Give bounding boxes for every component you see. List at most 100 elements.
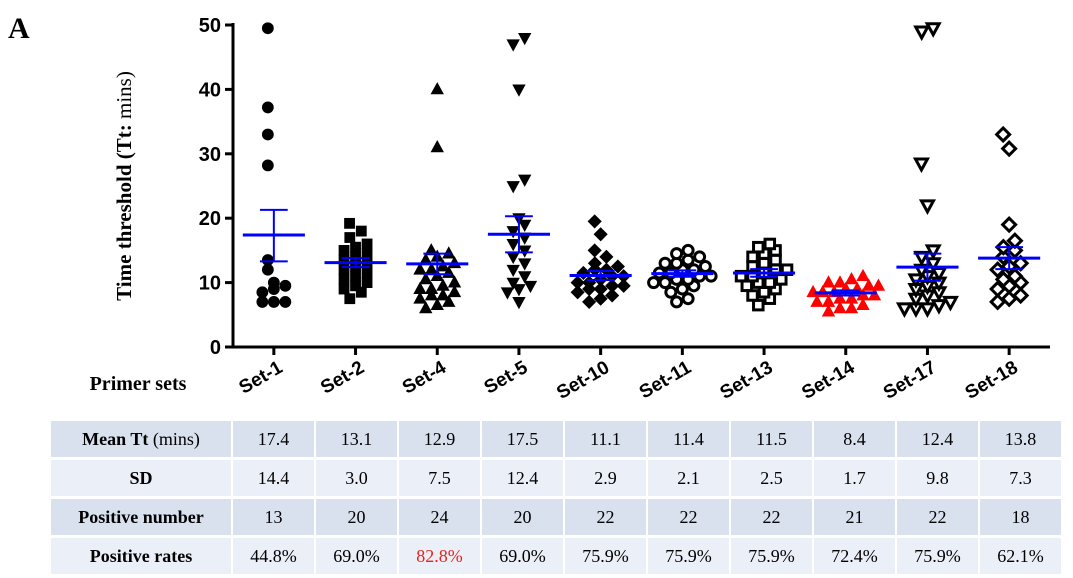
table-cell: 7.3 <box>979 458 1063 499</box>
table-cell: 2.1 <box>647 458 731 499</box>
table-cell: 20 <box>315 497 399 538</box>
axes: 0 10 20 30 40 50 Set-1 Set-2 Set-4 Set-5 Set-10 Set… <box>199 15 1050 404</box>
table-cell: 22 <box>730 497 814 538</box>
data-point <box>681 292 695 306</box>
table-cell: 2.5 <box>730 458 814 499</box>
data-point <box>267 296 280 308</box>
data-point <box>810 294 824 307</box>
x-tick-label: Set-4 <box>399 357 450 399</box>
data-point <box>447 284 462 298</box>
table-cell: 14.4 <box>232 458 316 499</box>
mean-bars <box>242 208 1041 297</box>
y-tick-label: 30 <box>199 144 221 166</box>
data-point <box>658 276 672 290</box>
data-point <box>775 273 788 286</box>
y-tick-label: 40 <box>199 79 221 101</box>
table-cell: 17.4 <box>232 421 316 460</box>
data-point <box>582 294 597 309</box>
table-cell: 13.1 <box>315 421 399 460</box>
row-label: SD <box>51 458 233 499</box>
table-cell: 12.9 <box>398 421 482 460</box>
data-point <box>1000 216 1018 234</box>
data-point <box>267 276 280 289</box>
data-point <box>821 304 836 317</box>
data-point <box>419 272 433 285</box>
scatter-chart: Time threshold (Tt: mins) Primer sets 0 1… <box>90 15 1050 404</box>
data-point <box>757 286 771 299</box>
data-point <box>599 249 614 264</box>
data-point <box>994 125 1012 144</box>
data-point <box>256 286 269 299</box>
data-point <box>518 219 532 232</box>
data-point <box>752 298 765 312</box>
table-cell: 69.0% <box>315 536 399 577</box>
data-point <box>833 301 847 314</box>
panel-label: A <box>8 12 30 45</box>
data-point <box>763 276 777 289</box>
data-point <box>261 22 274 35</box>
data-point <box>1012 286 1030 305</box>
data-point <box>856 297 870 311</box>
data-point <box>442 294 456 307</box>
table-cell: 62.1% <box>979 536 1063 577</box>
table-cell: 12.4 <box>896 421 980 460</box>
data-point <box>924 244 942 261</box>
data-point <box>430 297 444 311</box>
data-point <box>512 284 526 297</box>
data-point <box>430 140 444 153</box>
data-point <box>350 241 361 253</box>
data-point <box>361 277 373 289</box>
y-axis-title: Time threshold (Tt: mins) <box>112 71 136 301</box>
table-cell: 22 <box>647 497 731 538</box>
x-axis-label: Primer sets <box>90 373 187 395</box>
data-point <box>413 291 427 304</box>
data-point <box>675 282 689 296</box>
table-cell: 11.4 <box>647 421 731 460</box>
data-point <box>871 278 886 291</box>
data-point <box>350 270 361 282</box>
x-tick-label: Set-18 <box>962 357 1022 404</box>
data-point <box>757 257 771 270</box>
data-point <box>647 276 661 290</box>
table-cell: 17.5 <box>481 421 565 460</box>
data-point <box>261 101 274 114</box>
data-point <box>344 232 356 243</box>
data-point <box>570 285 585 300</box>
data-point <box>605 288 620 303</box>
data-point <box>780 263 794 276</box>
stats-row: Positive number 13 20 24 20 22 22 22 21 22 18 <box>51 497 1063 538</box>
data-point <box>658 256 672 270</box>
data-point <box>279 279 292 292</box>
data-point <box>698 260 712 273</box>
table-cell: 24 <box>398 497 482 538</box>
data-point <box>895 302 913 318</box>
row-label: Positive rates <box>51 536 233 577</box>
data-point <box>512 297 526 310</box>
data-point <box>570 275 585 290</box>
data-point <box>506 39 520 52</box>
table-cell: 9.8 <box>896 458 980 499</box>
row-label-text: Positive rates <box>89 545 193 566</box>
y-tick-label: 0 <box>210 337 221 359</box>
data-point <box>664 285 678 299</box>
data-point <box>413 281 427 294</box>
table-cell: 75.9% <box>730 536 814 577</box>
data-point <box>912 157 930 174</box>
data-point <box>506 239 520 252</box>
data-point <box>506 226 520 239</box>
data-point <box>833 291 847 304</box>
data-point <box>918 199 936 215</box>
data-point <box>506 277 520 290</box>
table-cell: 11.1 <box>564 421 648 460</box>
data-point <box>338 244 350 256</box>
data-point <box>763 237 777 251</box>
x-tick-label: Set-17 <box>880 357 940 404</box>
data-point <box>605 278 620 293</box>
data-point <box>523 280 538 294</box>
data-point <box>413 262 427 275</box>
data-point <box>844 301 859 314</box>
data-point <box>424 288 439 301</box>
y-tick-label: 20 <box>199 208 221 230</box>
data-point <box>436 278 450 291</box>
table-cell: 13.8 <box>979 421 1063 460</box>
